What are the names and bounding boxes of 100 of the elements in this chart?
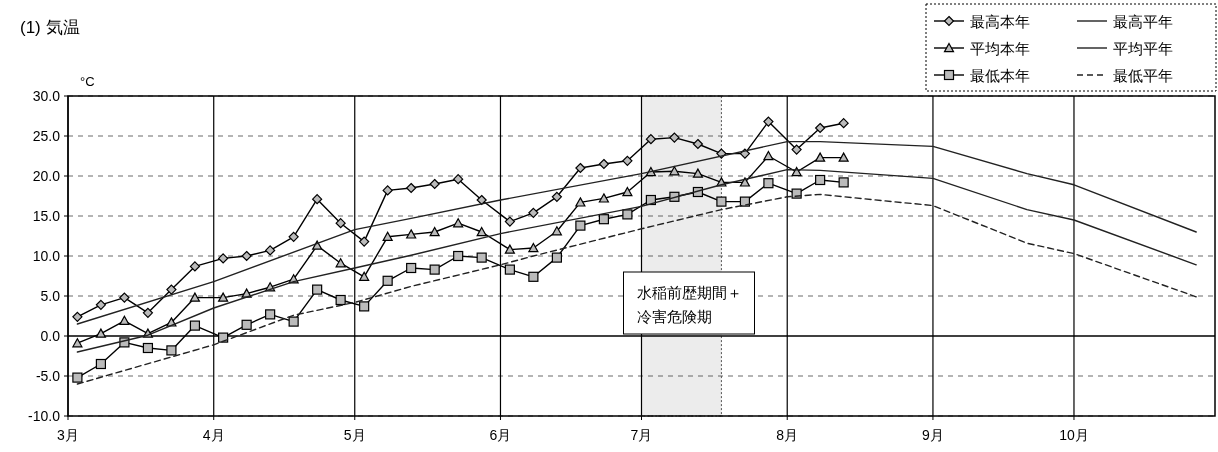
legend-label: 最低本年 xyxy=(970,67,1030,84)
point xyxy=(335,258,346,268)
x-tick-label: 6月 xyxy=(489,427,512,443)
point xyxy=(453,174,464,185)
point xyxy=(288,231,299,242)
point xyxy=(142,342,154,354)
point xyxy=(312,284,323,295)
point xyxy=(429,264,440,275)
point xyxy=(622,209,633,220)
point xyxy=(815,174,826,186)
point xyxy=(598,158,609,170)
legend-label: 最低平年 xyxy=(1113,67,1173,84)
point xyxy=(476,252,487,263)
point xyxy=(218,292,229,302)
point xyxy=(119,292,130,303)
point xyxy=(406,182,417,194)
point xyxy=(265,309,276,320)
point xyxy=(359,301,370,312)
point xyxy=(815,122,826,134)
point xyxy=(622,155,633,166)
point xyxy=(476,226,487,237)
point xyxy=(551,252,562,263)
point xyxy=(575,162,586,174)
point xyxy=(838,177,849,188)
point xyxy=(95,328,107,338)
point xyxy=(288,316,299,327)
point xyxy=(166,345,177,356)
x-tick-label: 3月 xyxy=(57,427,79,443)
point xyxy=(453,250,464,262)
y-tick-label: 0.0 xyxy=(40,328,61,344)
point xyxy=(189,261,201,272)
y-tick-label: 5.0 xyxy=(40,288,61,304)
point xyxy=(669,132,680,143)
y-tick-label: 20.0 xyxy=(32,168,61,184)
point xyxy=(815,152,826,162)
point xyxy=(429,178,440,190)
y-tick-label: 25.0 xyxy=(32,128,61,144)
point xyxy=(575,197,586,207)
point xyxy=(598,214,609,225)
point xyxy=(763,116,774,127)
chart-title: (1) 気温 xyxy=(20,18,80,37)
point xyxy=(72,338,83,348)
legend-label: 平均本年 xyxy=(970,40,1030,57)
point xyxy=(791,144,802,155)
point xyxy=(166,284,177,295)
point xyxy=(265,245,276,256)
point xyxy=(382,275,393,286)
point xyxy=(429,226,440,237)
legend-label: 最高平年 xyxy=(1113,13,1173,30)
point xyxy=(692,138,704,150)
point xyxy=(504,216,515,227)
y-tick-label: -5.0 xyxy=(35,368,61,384)
point xyxy=(453,218,464,228)
point xyxy=(335,294,346,306)
x-tick-label: 8月 xyxy=(776,427,799,443)
point xyxy=(528,242,539,253)
x-tick-label: 5月 xyxy=(343,427,366,443)
x-tick-label: 4月 xyxy=(202,427,225,443)
point xyxy=(645,134,656,145)
point xyxy=(359,236,370,247)
point xyxy=(692,168,704,178)
point xyxy=(335,218,346,229)
y-tick-label: 10.0 xyxy=(32,248,61,264)
point xyxy=(528,271,539,282)
legend-label: 最高本年 xyxy=(970,13,1030,30)
point xyxy=(575,220,586,231)
legend-label: 平均平年 xyxy=(1113,40,1173,57)
point xyxy=(551,226,562,236)
point xyxy=(406,229,417,239)
point xyxy=(142,307,154,318)
y-axis-title: °C xyxy=(80,74,95,89)
point xyxy=(739,177,751,187)
y-tick-label: 15.0 xyxy=(32,208,61,224)
point xyxy=(95,358,107,370)
point xyxy=(382,231,393,241)
point xyxy=(504,264,515,275)
x-tick-label: 10月 xyxy=(1059,427,1089,443)
y-tick-label: -10.0 xyxy=(28,408,61,424)
point xyxy=(189,292,201,302)
point xyxy=(528,207,539,218)
y-tick-label: 30.0 xyxy=(32,88,61,104)
point xyxy=(598,193,609,203)
point xyxy=(241,250,252,262)
point xyxy=(406,262,417,274)
point xyxy=(241,319,252,330)
point xyxy=(838,118,849,129)
point xyxy=(312,194,323,205)
point xyxy=(119,315,130,325)
point xyxy=(312,240,323,250)
point xyxy=(838,152,849,162)
point xyxy=(716,196,727,207)
point xyxy=(763,178,774,189)
point xyxy=(359,271,370,281)
point xyxy=(763,150,774,161)
band-label: 水稲前歴期間＋冷害危険期 xyxy=(636,284,742,325)
point xyxy=(622,186,633,197)
point xyxy=(476,194,487,206)
point xyxy=(72,372,83,383)
point xyxy=(739,196,751,207)
point xyxy=(669,166,680,176)
